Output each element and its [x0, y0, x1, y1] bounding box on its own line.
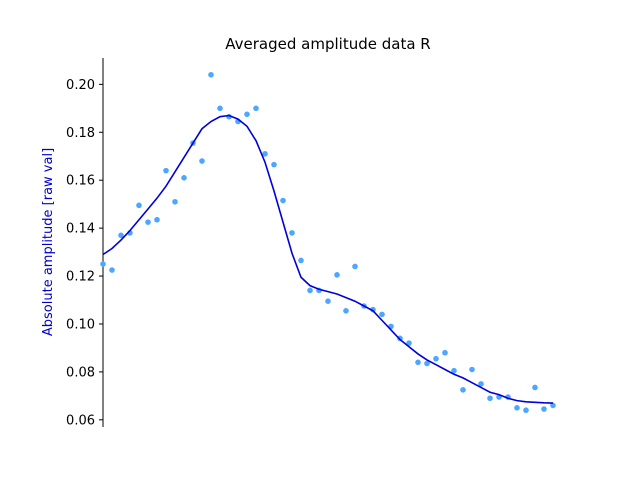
- scatter-point: [334, 272, 340, 278]
- scatter-point: [442, 349, 448, 356]
- scatter-point: [307, 287, 313, 294]
- plot-area: 0.06 0.08 0.10 0.12 0.14 0.16 0.18 0.20: [66, 58, 556, 428]
- scatter-point: [451, 367, 457, 374]
- y-tick-label: 0.12: [66, 270, 95, 285]
- scatter-point: [523, 407, 529, 414]
- y-tick-label: 0.18: [66, 126, 95, 141]
- scatter-point: [118, 232, 124, 239]
- y-tick-label: 0.10: [66, 317, 95, 332]
- scatter-point: [199, 158, 205, 164]
- scatter-point: [532, 384, 538, 391]
- scatter-point: [244, 111, 250, 118]
- scatter-point: [478, 381, 484, 387]
- scatter-point: [469, 366, 475, 373]
- chart-title: Averaged amplitude data R: [225, 35, 430, 53]
- y-tick-label: 0.20: [66, 78, 95, 93]
- y-axis-label: Absolute amplitude [raw val]: [41, 148, 56, 336]
- scatter-point: [145, 219, 151, 225]
- y-tick-label: 0.08: [66, 365, 95, 380]
- scatter-point: [487, 395, 493, 402]
- scatter-point: [172, 198, 178, 205]
- scatter-point: [550, 402, 556, 409]
- scatter-point: [514, 405, 520, 411]
- scatter-point: [217, 105, 223, 112]
- scatter-point: [208, 71, 214, 78]
- scatter-point: [541, 406, 547, 412]
- scatter-point: [289, 230, 295, 236]
- scatter-point: [253, 105, 259, 112]
- scatter-point: [424, 360, 430, 367]
- scatter-point: [460, 387, 466, 393]
- scatter-point: [280, 197, 286, 204]
- scatter-point: [262, 151, 268, 157]
- scatter-point: [370, 306, 376, 313]
- y-tick-label: 0.16: [66, 174, 95, 189]
- scatter-point: [343, 307, 349, 314]
- scatter-point: [271, 161, 277, 168]
- y-ticks: 0.06 0.08 0.10 0.12 0.14 0.16 0.18 0.20: [66, 78, 103, 428]
- scatter-point: [406, 340, 412, 346]
- scatter-point: [154, 216, 160, 223]
- scatter-point: [325, 298, 331, 305]
- scatter-point: [181, 175, 187, 181]
- scatter-point: [352, 263, 358, 270]
- scatter-point: [136, 202, 142, 209]
- scatter-point: [109, 267, 115, 273]
- scatter-point: [298, 257, 304, 264]
- y-tick-label: 0.06: [66, 413, 95, 428]
- scatter-point: [433, 355, 439, 362]
- scatter-point: [415, 359, 421, 366]
- scatter-point: [163, 167, 169, 174]
- scatter-point: [379, 311, 385, 318]
- scatter-series: [100, 71, 556, 414]
- y-tick-label: 0.14: [66, 222, 95, 237]
- smoothed-line: [102, 114, 554, 404]
- scatter-point: [100, 261, 106, 267]
